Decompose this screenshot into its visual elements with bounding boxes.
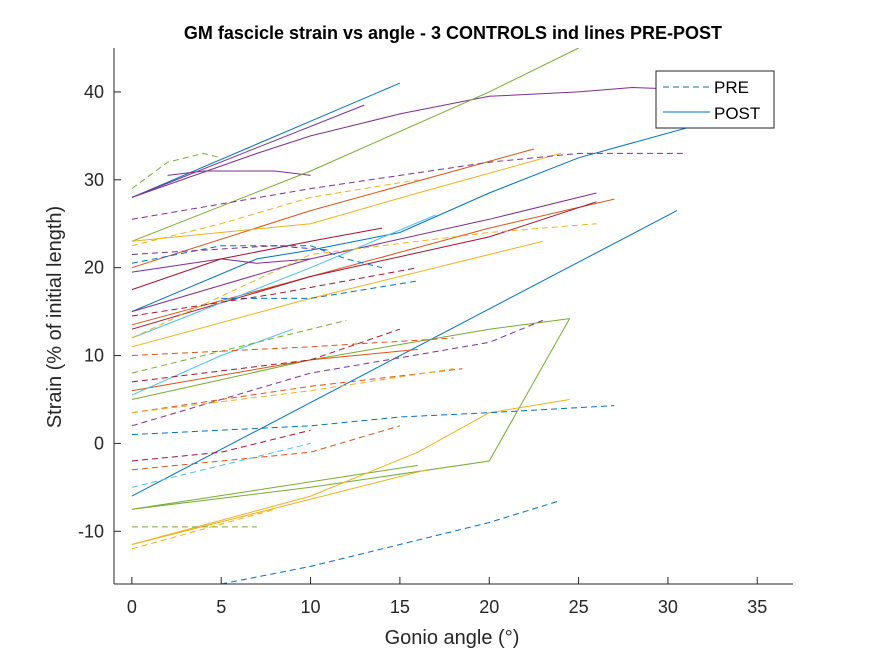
series-line-post-9 — [131, 318, 571, 510]
series-line-pre-36 — [131, 328, 401, 383]
y-tick-label: 0 — [94, 433, 104, 453]
series-line-pre-25 — [131, 245, 383, 269]
series-line-post-17 — [131, 240, 543, 348]
x-tick-label: 10 — [301, 597, 321, 617]
series-line-post-21 — [131, 214, 436, 339]
series-line-post-8 — [131, 48, 579, 242]
y-tick-label: -10 — [78, 521, 104, 541]
y-tick-label: 20 — [84, 258, 104, 278]
axes: 0 5 10 15 20 25 30 35 -10 0 10 20 30 40 — [78, 48, 793, 617]
series-line-pre-27 — [131, 152, 686, 220]
series-line-pre-38 — [131, 429, 311, 462]
x-tick-label: 15 — [390, 597, 410, 617]
legend: PRE POST — [655, 70, 775, 129]
series-line-pre-29 — [131, 245, 329, 255]
series-line-pre-23 — [221, 500, 561, 584]
series-line-pre-42 — [131, 368, 454, 414]
y-tick-label: 10 — [84, 346, 104, 366]
series-line-pre-32 — [131, 319, 347, 374]
series-line-pre-43 — [131, 442, 311, 488]
series-line-post-12 — [131, 148, 535, 269]
series-line-post-22 — [131, 328, 293, 396]
x-tick-label: 0 — [127, 597, 137, 617]
chart-title: GM fascicle strain vs angle - 3 CONTROLS… — [184, 23, 722, 43]
x-tick-label: 5 — [216, 597, 226, 617]
series-line-pre-34 — [131, 425, 401, 471]
series-line-pre-39 — [131, 223, 597, 339]
y-axis-label: Strain (% of initial length) — [44, 206, 66, 428]
legend-box — [655, 70, 775, 129]
series-line-post-20 — [131, 152, 561, 242]
x-tick-label: 25 — [569, 597, 589, 617]
series-line-post-5 — [167, 170, 311, 176]
series-line-post-19 — [131, 469, 427, 545]
legend-label-post: POST — [714, 104, 760, 123]
series-line-post-13 — [131, 198, 615, 326]
legend-label-pre: PRE — [714, 78, 749, 97]
series-line-post-0 — [131, 210, 678, 497]
series-line-pre-26 — [221, 280, 418, 299]
series-line-pre-33 — [131, 368, 463, 414]
y-tick-label: 40 — [84, 82, 104, 102]
series-line-post-11 — [131, 318, 570, 400]
series-line-pre-40 — [131, 508, 275, 550]
series-line-pre-41 — [131, 179, 418, 247]
series-line-pre-37 — [131, 267, 418, 317]
series-line-post-10 — [131, 464, 418, 510]
series-line-pre-35 — [131, 337, 454, 356]
series-line-post-1 — [131, 82, 401, 198]
x-axis-label: Gonio angle (°) — [385, 627, 520, 649]
series-line-post-16 — [131, 227, 383, 291]
series-line-pre-30 — [131, 152, 222, 190]
x-tick-label: 30 — [658, 597, 678, 617]
series-line-post-3 — [131, 86, 758, 198]
y-tick-label: 30 — [84, 170, 104, 190]
series-line-post-18 — [131, 399, 570, 545]
plot-area — [131, 48, 758, 584]
x-tick-label: 20 — [479, 597, 499, 617]
series-line-post-6 — [131, 192, 597, 313]
series-line-post-4 — [131, 104, 365, 198]
series-line-post-7 — [131, 258, 311, 273]
x-tick-label: 35 — [747, 597, 767, 617]
series-line-post-2 — [131, 117, 722, 313]
